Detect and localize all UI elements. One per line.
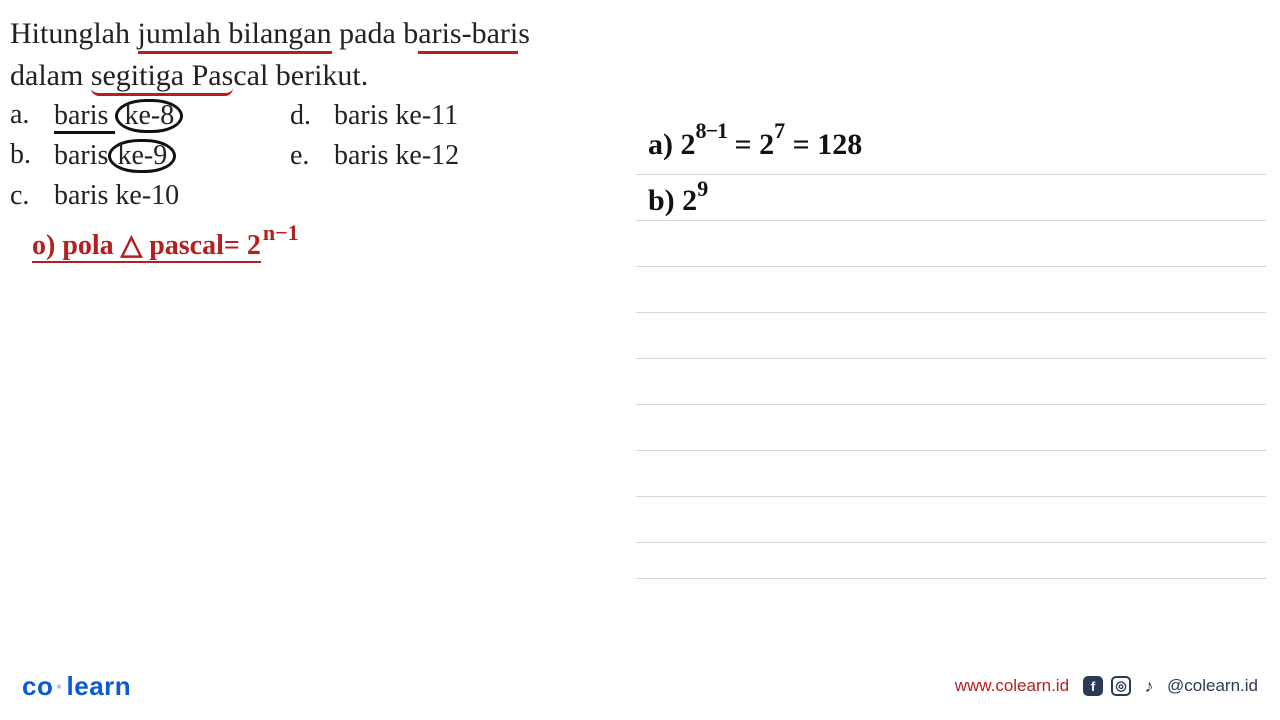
paper-rule — [636, 174, 1266, 175]
paper-rule — [636, 358, 1266, 359]
footer-url: www.colearn.id — [955, 676, 1069, 696]
option-c: c. baris ke-10 — [10, 180, 290, 212]
social-handle: @colearn.id — [1167, 676, 1258, 696]
logo-part: co — [22, 671, 53, 701]
expr-exponent: 8−1 — [696, 118, 728, 143]
page-root: Hitunglah jumlah bilangan pada baris-bar… — [0, 0, 1280, 720]
problem-line-2: dalam segitiga Pascal berikut. — [10, 56, 530, 96]
brand-logo: co·learn — [22, 671, 131, 702]
text-plain: pada b — [332, 17, 419, 50]
circled-text: ke-9 — [108, 139, 176, 173]
option-e: e. baris ke-12 — [290, 140, 510, 172]
option-letter: c. — [10, 180, 54, 212]
option-b: b. baris ke-9 — [10, 139, 290, 173]
problem-line-1: Hitunglah jumlah bilangan pada baris-bar… — [10, 14, 530, 54]
option-letter: d. — [290, 100, 334, 132]
expr-text: = 2 — [727, 128, 774, 161]
expr-base: b) 2 — [648, 184, 697, 217]
option-letter: a. — [10, 99, 54, 133]
option-text: baris ke-9 — [54, 139, 176, 173]
option-letter: b. — [10, 139, 54, 173]
instagram-icon: ◎ — [1111, 676, 1131, 696]
option-row: a. baris ke-8 d. baris ke-11 — [10, 96, 510, 136]
formula-base: o) pola △ pascal= 2 — [32, 230, 261, 263]
lined-paper — [636, 174, 1266, 584]
footer: co·learn www.colearn.id f ◎ ♪ @colearn.i… — [0, 670, 1280, 702]
circled-text: ke-8 — [115, 99, 183, 133]
social-block: f ◎ ♪ @colearn.id — [1083, 676, 1258, 696]
logo-dot: · — [55, 671, 64, 701]
handwriting-red-formula: o) pola △ pascal= 2n−1 — [32, 228, 299, 262]
text-underlined-red: jumlah bilangan — [138, 17, 332, 54]
text-plain: s — [518, 17, 530, 50]
text-underlined-red: aris-bari — [418, 17, 518, 54]
text-plain: cal berikut. — [233, 59, 368, 92]
tiktok-icon: ♪ — [1139, 676, 1159, 696]
text-plain: Hitunglah — [10, 17, 138, 50]
expr-exponent: 7 — [774, 118, 785, 143]
handwriting-answer-a: a) 28−1 = 27 = 128 — [648, 128, 862, 162]
expr-text: = 128 — [785, 128, 862, 161]
option-a: a. baris ke-8 — [10, 99, 290, 133]
facebook-icon: f — [1083, 676, 1103, 696]
option-text: baris ke-8 — [54, 99, 183, 133]
option-row: c. baris ke-10 — [10, 176, 510, 216]
paper-rule — [636, 496, 1266, 497]
option-text: baris ke-12 — [334, 140, 459, 172]
underlined-word: baris — [54, 100, 115, 134]
option-text: baris ke-11 — [334, 100, 458, 132]
paper-rule — [636, 312, 1266, 313]
text-plain: baris — [54, 140, 108, 171]
problem-statement: Hitunglah jumlah bilangan pada baris-bar… — [10, 14, 530, 96]
paper-rule — [636, 450, 1266, 451]
option-letter: e. — [290, 140, 334, 172]
logo-part: learn — [67, 671, 132, 701]
paper-rule — [636, 266, 1266, 267]
options-list: a. baris ke-8 d. baris ke-11 b. baris ke… — [10, 96, 510, 216]
paper-rule — [636, 578, 1266, 579]
option-text: baris ke-10 — [54, 180, 179, 212]
expr-exponent: 9 — [697, 176, 708, 201]
expr-base: a) 2 — [648, 128, 696, 161]
text-underlined-red: segitiga Pas — [91, 59, 234, 96]
option-row: b. baris ke-9 e. baris ke-12 — [10, 136, 510, 176]
footer-right: www.colearn.id f ◎ ♪ @colearn.id — [955, 676, 1258, 696]
paper-rule — [636, 404, 1266, 405]
formula-exponent: n−1 — [263, 220, 299, 245]
text-plain: dalam — [10, 59, 91, 92]
paper-rule — [636, 542, 1266, 543]
handwriting-answer-b: b) 29 — [648, 184, 708, 218]
paper-rule — [636, 220, 1266, 221]
option-d: d. baris ke-11 — [290, 100, 510, 132]
